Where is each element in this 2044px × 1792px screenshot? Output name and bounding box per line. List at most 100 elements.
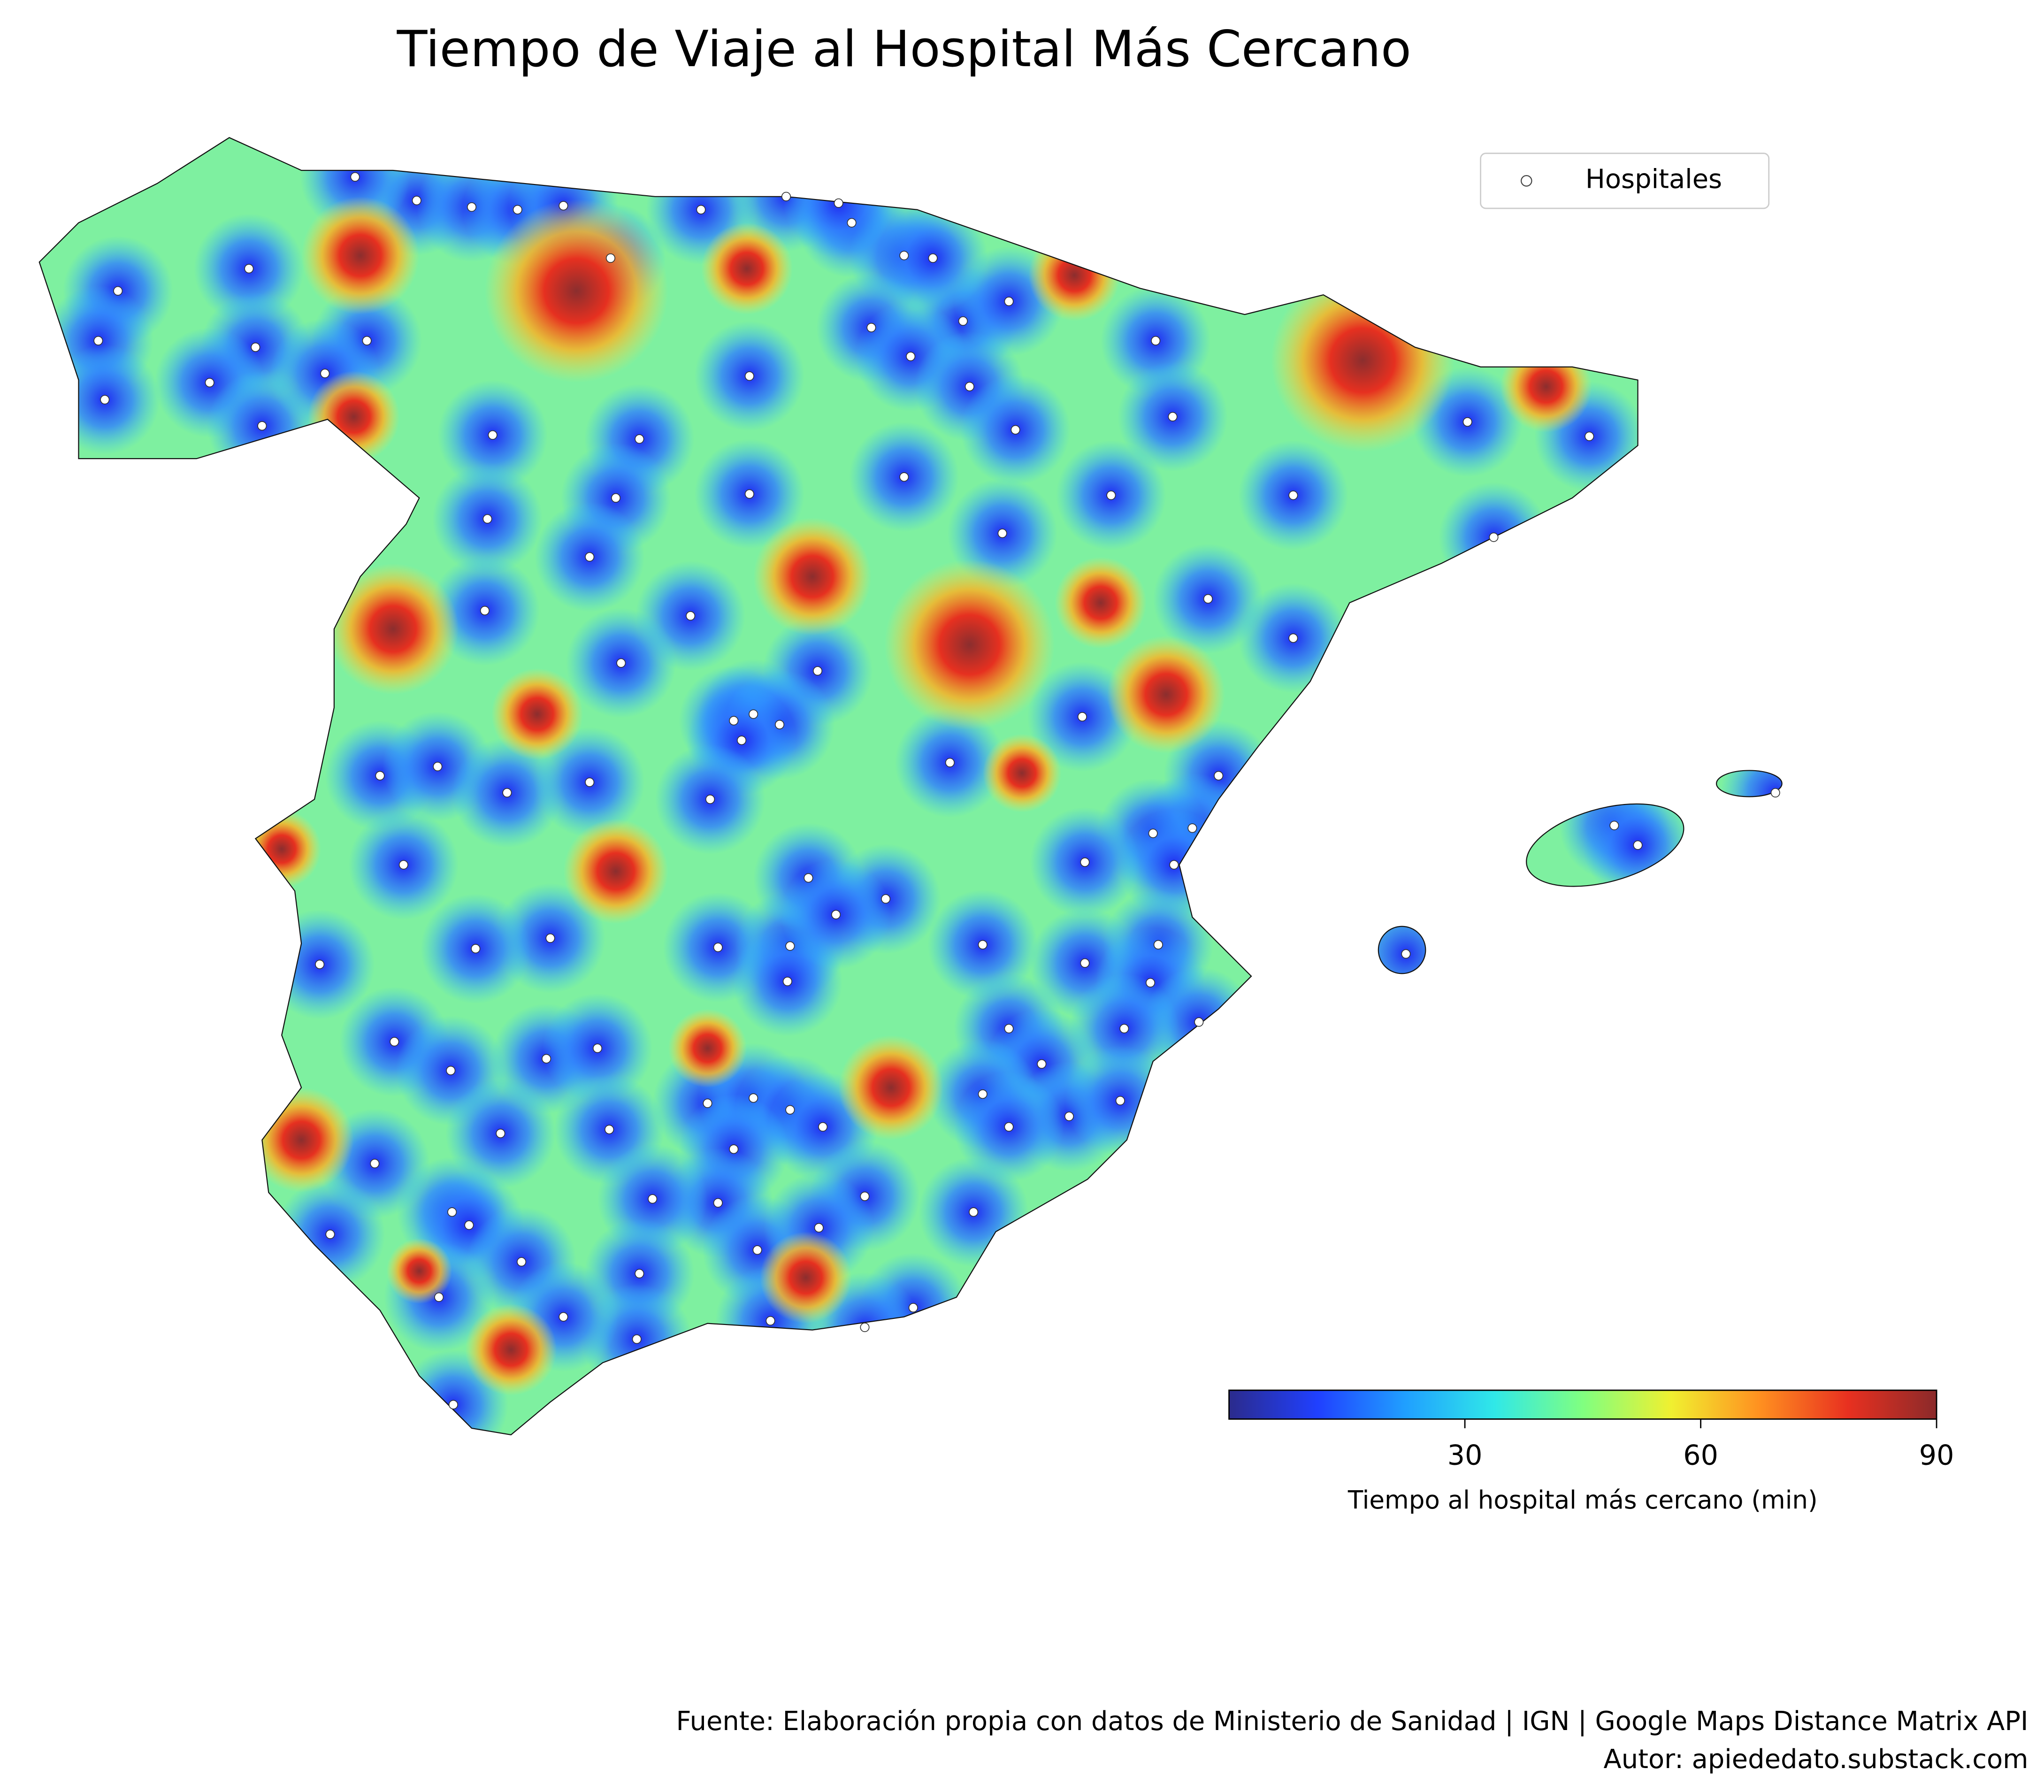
hospital-point (592, 1043, 603, 1053)
hospital-point (928, 253, 938, 263)
hospital-point (611, 493, 621, 503)
hospital-point (1770, 788, 1780, 798)
hospital-point (1004, 297, 1014, 306)
hospital-point (1462, 417, 1472, 427)
hospital-point (350, 172, 360, 182)
hospital-point (559, 1312, 568, 1322)
hospital-point (749, 709, 758, 719)
hospital-point (1288, 490, 1298, 500)
hospital-point (1151, 336, 1161, 345)
hospital-point (847, 218, 857, 228)
hospital-point (471, 944, 481, 954)
high-time-zone (668, 1009, 747, 1088)
hospital-point (370, 1159, 380, 1169)
hospital-point (834, 198, 843, 208)
hospital-point (686, 611, 696, 621)
high-time-zone (1107, 636, 1225, 754)
hospital-point (1064, 1111, 1074, 1121)
high-time-zone (465, 1303, 557, 1396)
hospital-point (696, 205, 706, 214)
hospital-point (480, 605, 490, 616)
high-time-zone (1028, 229, 1120, 322)
hospital-point (713, 1198, 723, 1208)
hospital-point (513, 205, 522, 214)
hospital-point (320, 368, 330, 378)
hospital-point (713, 942, 723, 952)
hospital-point (1148, 828, 1158, 838)
high-time-zone (484, 199, 668, 383)
high-time-zone (753, 517, 872, 636)
hospital-point (464, 1220, 474, 1230)
hospital-point (1169, 860, 1179, 870)
hospital-point (814, 1223, 824, 1233)
high-time-zone (838, 1035, 943, 1140)
hospital-point (517, 1257, 527, 1267)
hospital-point (1146, 978, 1156, 988)
hospital-point (205, 378, 214, 388)
high-time-zone (308, 371, 400, 463)
hospital-point (785, 941, 795, 951)
high-time-zone (884, 559, 1055, 730)
hospital-point (831, 910, 841, 919)
hospital-point (113, 286, 123, 296)
hospital-point (1489, 532, 1499, 542)
hospital-point (781, 191, 791, 201)
hospital-point (1214, 771, 1224, 781)
hospital-point (434, 1292, 444, 1302)
hospital-point (1609, 820, 1619, 830)
hospital-point (1168, 412, 1178, 421)
hospital-point (705, 794, 715, 804)
hospital-point (496, 1128, 505, 1138)
colorbar-tick-label: 60 (1683, 1440, 1718, 1471)
hospital-point (1187, 823, 1197, 833)
hospital-point (860, 1191, 870, 1201)
hospital-point (752, 1245, 762, 1255)
hospital-point (1004, 1024, 1014, 1034)
hospital-point (899, 251, 909, 260)
hospital-point (446, 1065, 456, 1075)
surface-shading (43, 138, 1782, 1435)
hospital-point (390, 1037, 399, 1047)
hospital-point (1106, 490, 1116, 500)
hospital-point (605, 253, 615, 263)
hospital-point (447, 1207, 457, 1217)
hospital-point (635, 1269, 644, 1279)
hospital-point (502, 788, 512, 798)
hospital-point (729, 1144, 739, 1154)
hospital-point (1633, 840, 1643, 850)
hospital-point (362, 336, 372, 345)
high-time-zone (701, 222, 793, 315)
hospital-point (785, 1105, 795, 1115)
hospital-point (244, 264, 254, 274)
hospital-point (412, 196, 421, 206)
colorbar-tick-label: 90 (1919, 1440, 1954, 1471)
hospital-point (315, 959, 325, 969)
hospital-point (585, 552, 595, 562)
hospital-point (585, 777, 595, 787)
hospital-point (488, 430, 498, 440)
hospital-point (774, 720, 785, 729)
hospital-points (93, 172, 1780, 1409)
high-time-zone (1055, 557, 1147, 649)
hospital-point (1194, 1017, 1204, 1027)
hospital-point (433, 762, 443, 772)
hospital-point (1401, 949, 1411, 959)
hospital-point (818, 1122, 828, 1132)
hospital-point (1115, 1096, 1125, 1106)
hospital-point (93, 336, 103, 345)
hospital-point (559, 201, 568, 211)
hospital-point (448, 1400, 458, 1409)
hospital-point (1585, 431, 1594, 441)
hospital-point (467, 202, 477, 212)
hospital-point (1037, 1059, 1047, 1069)
hospital-point (251, 342, 260, 352)
legend-box (1480, 153, 1770, 209)
hospital-point (997, 528, 1007, 538)
hospital-point (616, 658, 626, 668)
footer-source: Fuente: Elaboración propia con datos de … (676, 1706, 2029, 1737)
hospital-point (908, 1303, 918, 1313)
high-time-zone (563, 819, 668, 924)
hospital-point (978, 1089, 988, 1099)
